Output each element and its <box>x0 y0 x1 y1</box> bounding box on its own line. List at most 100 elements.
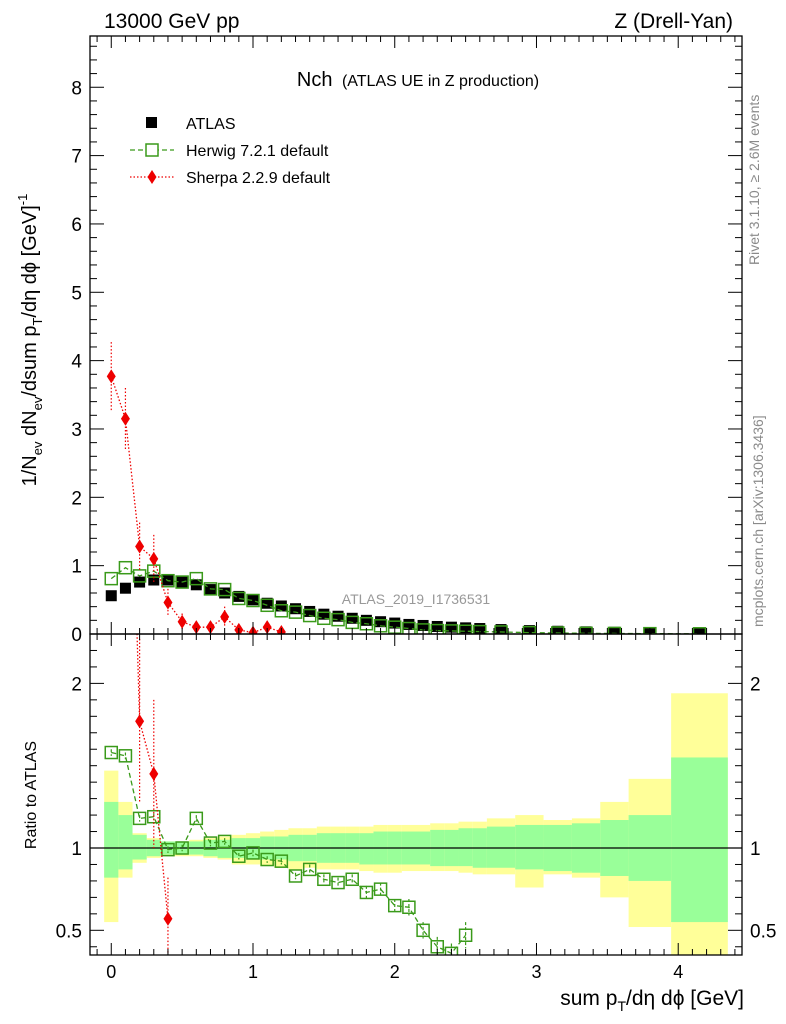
main-herwig-point <box>317 611 331 626</box>
header-left: 13000 GeV pp <box>104 10 239 33</box>
plot-subtitle: (ATLAS UE in Z production) <box>342 73 539 90</box>
plot-title: Nch <box>297 69 333 91</box>
main-sherpa-point <box>149 551 159 566</box>
main-sherpa-point <box>205 620 215 634</box>
x-tick-label: 2 <box>390 962 400 982</box>
ratio-band-stat <box>359 833 374 865</box>
ratio-herwig-point <box>458 928 473 942</box>
main-herwig-point <box>444 624 459 634</box>
ratio-herwig-point <box>132 811 147 826</box>
ratio-herwig-point <box>317 872 331 887</box>
ratio-sherpa-point <box>121 232 130 246</box>
main-y-tick-label: 3 <box>71 420 82 441</box>
ratio-herwig-point <box>118 749 133 763</box>
ratio-herwig-line <box>111 751 467 955</box>
legend: ATLAS Herwig 7.2.1 default Sherpa 2.2.9 … <box>130 116 331 187</box>
main-atlas-point <box>608 626 620 634</box>
ratio-y-tick-label: 0.5 <box>56 921 82 942</box>
main-herwig-point <box>473 624 487 634</box>
legend-label-sherpa: Sherpa 2.2.9 default <box>186 170 331 187</box>
ratio-herwig-point <box>302 862 317 877</box>
main-sherpa-point <box>106 369 116 384</box>
main-herwig-point <box>217 582 232 597</box>
ratio-y-axis-label: Ratio to ATLAS <box>23 741 40 849</box>
ratio-herwig-point <box>274 854 289 868</box>
main-y-tick-label: 2 <box>71 488 82 509</box>
ratio-herwig-point <box>359 885 374 900</box>
main-sherpa-point <box>163 595 173 610</box>
main-atlas-point <box>431 620 443 632</box>
main-atlas-point <box>105 590 117 602</box>
ratio-y-tick-label: 1 <box>71 839 82 860</box>
main-atlas-point <box>403 618 415 630</box>
source-reference-text: mcplots.cern.ch [arXiv:1306.3436] <box>750 415 766 627</box>
main-atlas-point <box>693 627 705 634</box>
analysis-watermark: ATLAS_2019_I1736531 <box>342 591 491 607</box>
ratio-band-stat <box>118 815 133 870</box>
main-herwig-point <box>132 569 147 583</box>
main-herwig-point <box>522 625 537 634</box>
main-y-tick-label: 4 <box>71 352 82 373</box>
main-y-tick-label: 6 <box>71 215 82 236</box>
ratio-sherpa-point <box>163 911 173 926</box>
main-atlas-point <box>261 597 273 609</box>
main-atlas-point <box>332 610 344 622</box>
main-herwig-point <box>458 624 473 634</box>
main-sherpa-point <box>177 614 187 629</box>
main-herwig-point <box>104 571 119 586</box>
ratio-herwig-point <box>373 882 388 896</box>
main-panel-data <box>104 342 707 634</box>
main-herwig-point <box>274 604 289 618</box>
main-atlas-point <box>148 574 160 586</box>
main-herwig-point <box>302 608 317 623</box>
main-herwig-point <box>260 598 274 613</box>
main-atlas-point <box>375 616 387 628</box>
ratio-herwig-point <box>260 852 274 867</box>
x-tick-label: 1 <box>248 962 258 982</box>
ratio-band-stat <box>486 826 516 868</box>
main-herwig-point <box>550 626 565 634</box>
main-herwig-point <box>494 625 508 634</box>
main-atlas-point <box>219 587 231 599</box>
ratio-sherpa-line <box>136 634 169 919</box>
ratio-herwig-point <box>444 946 459 955</box>
ratio-band-stat <box>132 834 147 860</box>
main-y-tick-label: 5 <box>71 283 82 304</box>
ratio-herwig-point <box>217 834 232 849</box>
main-herwig-point <box>288 605 303 619</box>
main-atlas-point <box>304 605 316 617</box>
legend-marker-herwig <box>145 143 159 157</box>
ratio-sherpa-point <box>135 714 145 729</box>
ratio-herwig-point <box>161 842 175 857</box>
main-atlas-point <box>233 590 245 602</box>
main-atlas-point <box>460 622 472 634</box>
ratio-herwig-point <box>402 900 416 915</box>
main-herwig-point <box>175 575 189 589</box>
ratio-band-stat <box>217 839 232 858</box>
main-atlas-point <box>318 608 330 620</box>
main-herwig-point <box>189 571 204 586</box>
ratio-herwig-point <box>246 846 260 860</box>
header-right: Z (Drell-Yan) <box>614 10 733 33</box>
x-tick-label: 0 <box>106 962 116 982</box>
main-herwig-point <box>331 612 345 627</box>
ratio-band-stat <box>671 757 728 923</box>
ratio-y-tick-label-right: 2 <box>750 674 761 695</box>
ratio-herwig-point <box>203 836 218 850</box>
main-atlas-point <box>247 594 259 606</box>
main-y-tick-label: 0 <box>71 625 82 646</box>
main-atlas-point <box>290 603 302 615</box>
main-herwig-point <box>161 573 175 588</box>
axes: 0 1 2 3 4 0 1 2 3 4 5 6 7 8 0.5 0.5 1 1 2 2 <box>56 35 776 982</box>
main-atlas-point <box>552 625 564 634</box>
ratio-band-stat <box>458 828 473 867</box>
ratio-herwig-point <box>416 923 430 938</box>
main-y-axis-label: 1/Nev dNev/dsum pT/dη dϕ [GeV]-1 <box>15 194 45 487</box>
main-herwig-point <box>359 616 374 631</box>
main-atlas-point <box>204 584 216 596</box>
ratio-herwig-point <box>175 841 189 855</box>
main-atlas-point <box>119 582 131 594</box>
main-herwig-point <box>246 593 260 608</box>
x-axis-label: sum pT/dη dϕ [GeV] <box>560 987 744 1014</box>
